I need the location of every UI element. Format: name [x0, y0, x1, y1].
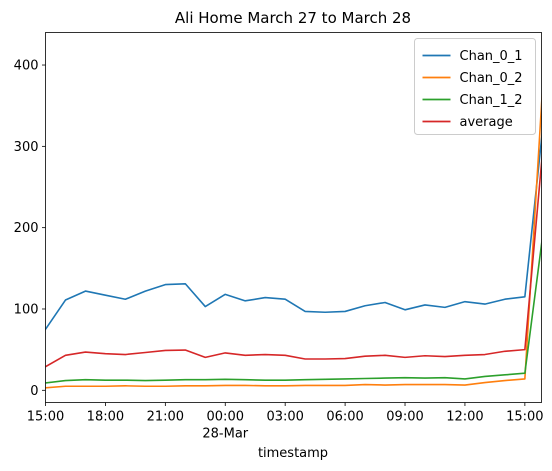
chart-title: Ali Home March 27 to March 28 [175, 9, 411, 27]
x-tick-label: 15:00 [506, 410, 543, 425]
series-lines [45, 91, 542, 389]
x-tick-label: 18:00 [87, 410, 124, 425]
series-line-chan-0-2 [45, 91, 542, 389]
series-line-average [45, 154, 542, 368]
series-line-chan-1-2 [45, 238, 542, 384]
legend-label: Chan_0_2 [460, 71, 523, 86]
legend-box [414, 38, 536, 135]
x-tick-label: 21:00 [147, 410, 184, 425]
x-tick-sublabel: 28-Mar [202, 427, 248, 442]
x-axis-title: timestamp [258, 446, 328, 461]
y-axis-ticks: 0 100 200 300 400 [14, 59, 46, 399]
y-tick-label: 100 [14, 302, 39, 317]
y-tick-label: 0 [30, 384, 38, 399]
y-tick-label: 400 [14, 59, 39, 74]
series-line-chan-0-1 [45, 131, 542, 331]
legend-label: Chan_0_1 [460, 49, 523, 64]
y-tick-label: 300 [14, 140, 39, 155]
x-tick-label: 15:00 [27, 410, 64, 425]
x-tick-label: 12:00 [446, 410, 483, 425]
plot-area-frame [45, 32, 542, 403]
x-tick-label: 09:00 [386, 410, 423, 425]
x-axis-ticks: 15:00 18:00 21:00 00:00 28-Mar 03:00 06:00 09:0… [27, 402, 544, 442]
y-tick-label: 200 [14, 221, 39, 236]
x-tick-label: 06:00 [326, 410, 363, 425]
legend-label: average [460, 115, 513, 130]
x-tick-label: 00:00 [207, 410, 244, 425]
legend-label: Chan_1_2 [460, 93, 523, 108]
x-tick-label: 03:00 [266, 410, 303, 425]
